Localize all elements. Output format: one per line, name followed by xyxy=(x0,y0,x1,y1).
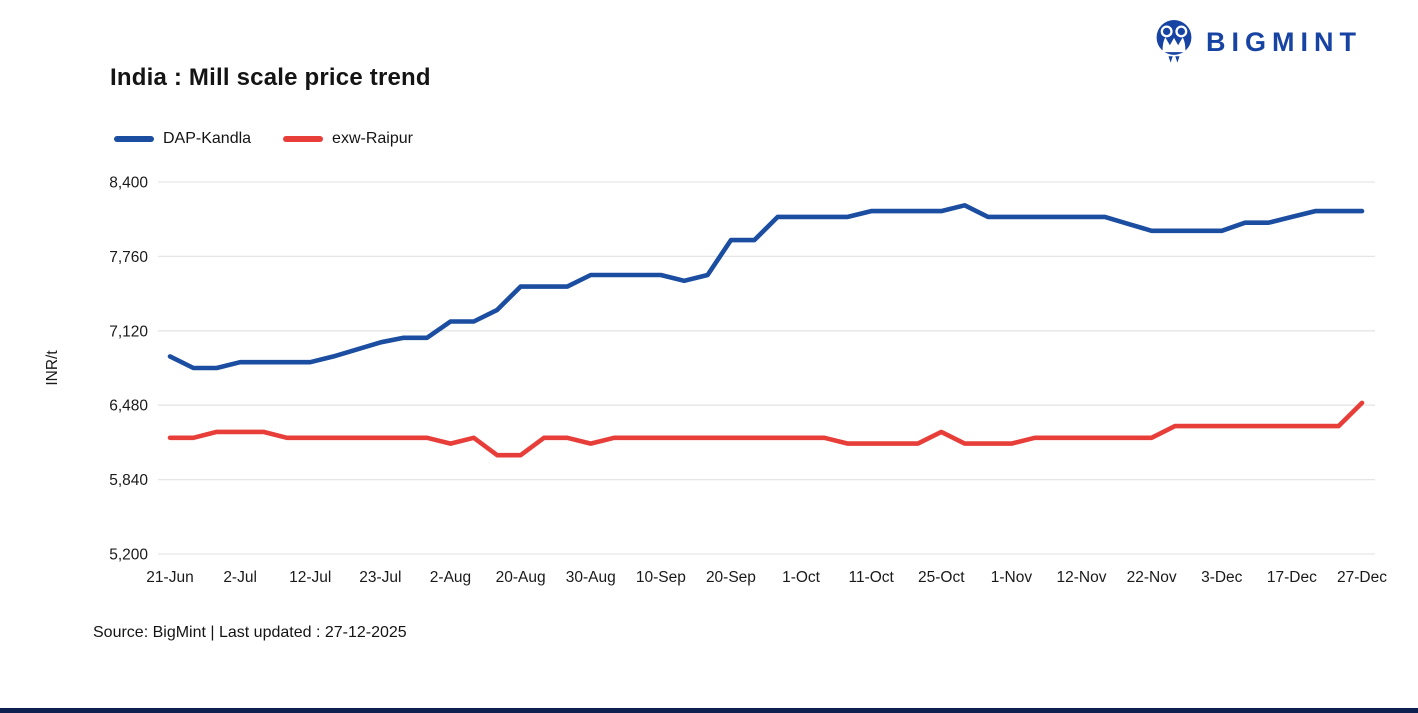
footer-accent-bar xyxy=(0,708,1418,713)
x-tick-label: 10-Sep xyxy=(636,569,686,586)
x-tick-label: 11-Oct xyxy=(848,569,894,586)
x-tick-label: 21-Jun xyxy=(146,569,193,586)
x-tick-label: 12-Nov xyxy=(1057,569,1107,586)
legend-swatch-red xyxy=(283,136,324,142)
series-line-exw-raipur xyxy=(167,400,1365,458)
x-tick-label: 23-Jul xyxy=(359,569,401,586)
x-tick-label: 17-Dec xyxy=(1267,569,1317,586)
bigmint-logo-text: BIGMINT xyxy=(1206,26,1362,57)
y-tick-label: 5,200 xyxy=(109,547,148,564)
x-tick-label: 30-Aug xyxy=(566,569,616,586)
page-title: India : Mill scale price trend xyxy=(110,64,431,91)
x-tick-label: 20-Aug xyxy=(496,569,546,586)
legend-swatch-blue xyxy=(114,136,154,142)
x-tick-label: 1-Oct xyxy=(782,569,821,586)
legend-item-dap-kandla: DAP-Kandla xyxy=(114,130,251,148)
x-tick-label: 1-Nov xyxy=(991,569,1033,586)
x-tick-label: 22-Nov xyxy=(1127,569,1177,586)
x-tick-label: 3-Dec xyxy=(1201,569,1243,586)
x-tick-label: 2-Aug xyxy=(430,569,471,586)
legend-label-exw-raipur: exw-Raipur xyxy=(332,130,413,147)
series-line-dap-kandla xyxy=(167,202,1365,371)
bigmint-logo-icon xyxy=(1156,20,1192,63)
bigmint-logo: BIGMINT xyxy=(1152,18,1362,66)
x-tick-label: 27-Dec xyxy=(1337,569,1387,586)
legend-label-dap-kandla: DAP-Kandla xyxy=(163,130,252,147)
y-tick-label: 5,840 xyxy=(109,472,148,489)
x-tick-label: 2-Jul xyxy=(223,569,257,586)
legend-item-exw-raipur: exw-Raipur xyxy=(283,130,413,148)
x-tick-label: 12-Jul xyxy=(289,569,331,586)
chart-legend: DAP-Kandla exw-Raipur xyxy=(114,130,413,148)
y-axis-title: INR/t xyxy=(44,350,61,386)
source-note: Source: BigMint | Last updated : 27-12-2… xyxy=(93,624,407,641)
price-trend-line-chart: 8,400 7,760 7,120 6,480 5,840 5,200 21-Jun 2-Ju… xyxy=(44,175,1387,587)
x-tick-label: 20-Sep xyxy=(706,569,756,586)
y-tick-label: 7,760 xyxy=(109,249,148,266)
y-tick-label: 8,400 xyxy=(109,175,148,192)
x-tick-label: 25-Oct xyxy=(918,569,965,586)
y-tick-label: 6,480 xyxy=(109,398,148,415)
y-tick-label: 7,120 xyxy=(109,323,148,340)
